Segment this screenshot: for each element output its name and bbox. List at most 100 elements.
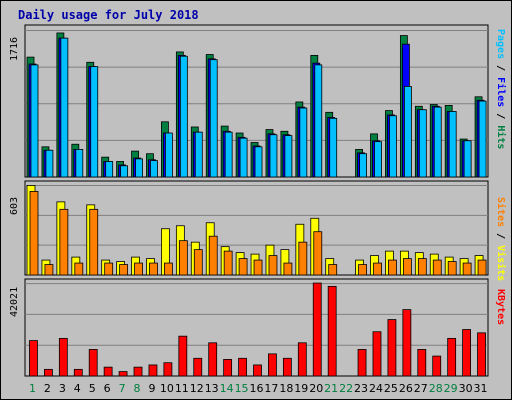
bar-sites-day-20	[313, 231, 323, 276]
day-label: 12	[189, 382, 204, 395]
bar-pages-day-17	[269, 134, 278, 178]
bar-sites-day-8	[134, 262, 143, 276]
bar-kbytes-day-6	[103, 366, 113, 377]
bar-pages-day-6	[105, 161, 114, 178]
bar-kbytes-day-27	[417, 349, 427, 377]
day-label: 4	[73, 382, 81, 395]
bar-kbytes-day-26	[402, 309, 412, 377]
bar-kbytes-day-1	[29, 340, 38, 377]
bar-sites-day-16	[253, 259, 263, 276]
bar-kbytes-day-24	[372, 331, 382, 377]
bar-kbytes-day-15	[238, 357, 247, 377]
legend-1: Sites / Visits	[495, 197, 506, 281]
bar-sites-day-19	[298, 241, 308, 276]
y-max-label: 603	[9, 196, 20, 215]
legend-0: Pages / Files / Hits	[495, 29, 506, 149]
bar-sites-day-7	[119, 264, 129, 276]
bar-sites-day-18	[283, 262, 293, 276]
bar-pages-day-7	[120, 165, 129, 178]
bar-sites-day-21	[328, 264, 338, 276]
day-label: 16	[249, 382, 264, 395]
bar-sites-day-11	[178, 240, 188, 276]
bar-sites-day-12	[193, 249, 203, 276]
bar-sites-day-3	[59, 208, 69, 276]
day-label: 21	[324, 382, 339, 395]
bar-pages-day-10	[165, 132, 173, 178]
bar-kbytes-day-25	[387, 319, 397, 377]
bar-sites-day-28	[432, 259, 442, 276]
day-label: 19	[294, 382, 309, 395]
bar-pages-day-19	[299, 107, 308, 178]
bar-pages-day-14	[224, 131, 233, 178]
day-label: 5	[88, 382, 96, 395]
bar-sites-day-4	[74, 262, 84, 276]
bar-pages-day-23	[359, 153, 367, 178]
bar-pages-day-24	[374, 141, 382, 178]
bar-kbytes-day-9	[148, 364, 158, 377]
legend-entry-files: Files	[495, 77, 506, 108]
bar-pages-day-27	[418, 109, 427, 178]
day-label: 23	[354, 382, 369, 395]
day-label: 3	[58, 382, 66, 395]
legend-separator: /	[495, 107, 506, 126]
day-label: 13	[204, 382, 219, 395]
day-label: 26	[398, 382, 413, 395]
bar-pages-day-4	[75, 149, 84, 178]
day-label: 30	[458, 382, 473, 395]
bar-kbytes-day-8	[133, 366, 143, 377]
legend-entry-sites: Sites	[495, 197, 506, 228]
day-label: 28	[428, 382, 443, 395]
bar-kbytes-day-14	[223, 359, 233, 377]
bar-kbytes-day-4	[73, 368, 83, 377]
day-label: 31	[473, 382, 488, 395]
bar-sites-day-13	[208, 235, 218, 276]
bar-pages-day-9	[150, 160, 158, 178]
bar-kbytes-day-29	[447, 337, 457, 377]
bar-kbytes-day-31	[477, 332, 486, 377]
bar-sites-day-29	[447, 261, 457, 276]
bar-kbytes-day-5	[88, 349, 98, 377]
bar-sites-day-10	[164, 262, 173, 276]
bar-pages-day-21	[329, 117, 338, 178]
legend-entry-pages: Pages	[495, 29, 506, 60]
bar-sites-day-24	[373, 262, 382, 276]
bar-sites-day-27	[417, 258, 427, 276]
bar-pages-day-26	[403, 86, 412, 178]
bar-pages-day-11	[179, 55, 188, 178]
bar-kbytes-day-2	[44, 368, 53, 377]
legend-separator: /	[495, 227, 506, 246]
bar-sites-day-26	[402, 258, 412, 276]
bar-sites-day-14	[223, 250, 233, 276]
day-label: 11	[174, 382, 189, 395]
legend-2: KBytes	[495, 289, 506, 325]
bar-kbytes-day-19	[297, 342, 307, 377]
day-label: 9	[148, 382, 156, 395]
bar-sites-day-9	[149, 262, 158, 276]
day-label: 22	[339, 382, 354, 395]
bar-kbytes-day-21	[327, 285, 337, 377]
bar-pages-day-2	[45, 149, 54, 178]
bar-pages-day-31	[478, 100, 487, 178]
legend-entry-visits: Visits	[495, 245, 506, 282]
legend-entry-hits: Hits	[495, 125, 506, 150]
legend-entry-kbytes: KBytes	[495, 289, 506, 326]
bar-sites-day-2	[44, 264, 54, 276]
day-label: 18	[279, 382, 294, 395]
day-label: 15	[234, 382, 249, 395]
day-label: 6	[103, 382, 111, 395]
legend-separator: /	[495, 59, 506, 78]
bar-pages-day-25	[389, 115, 397, 178]
bar-kbytes-day-12	[193, 357, 203, 377]
day-label: 25	[383, 382, 398, 395]
bar-kbytes-day-7	[118, 371, 128, 377]
bar-kbytes-day-28	[432, 355, 442, 377]
bar-sites-day-31	[477, 259, 487, 276]
bar-pages-day-13	[209, 59, 218, 178]
bar-pages-day-18	[284, 135, 293, 178]
bar-pages-day-12	[194, 131, 203, 178]
bar-pages-day-20	[314, 64, 323, 178]
y-max-label: 1716	[9, 36, 20, 61]
bar-sites-day-30	[462, 262, 472, 276]
bar-kbytes-day-13	[208, 342, 218, 377]
